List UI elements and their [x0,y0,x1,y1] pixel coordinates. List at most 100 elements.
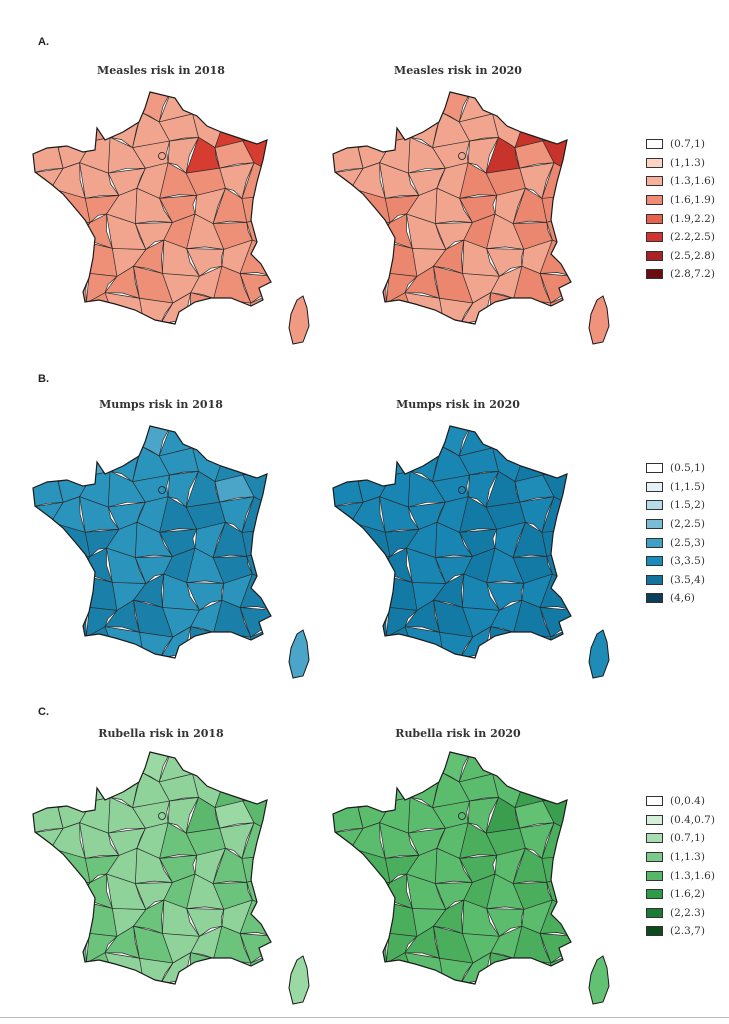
department-cell [215,752,254,783]
department-cell [333,581,361,611]
department-cell [33,626,66,658]
corsica-region [588,295,610,345]
legend-label: (2.5,2.8) [670,249,715,262]
department-cell [33,247,61,277]
department-cell [33,547,63,585]
department-cell [487,92,528,115]
department-cell [59,556,91,585]
department-cell [541,854,571,883]
department-cell [51,573,90,608]
country-outline [32,91,272,325]
department-cell [333,292,366,324]
country-outline [32,751,272,985]
department-cell [352,426,386,457]
department-cell [104,92,143,115]
legend-swatch [646,593,663,604]
department-cell [380,92,419,123]
legend-label: (1,1.5) [670,480,705,493]
legend-item: (1.6,2) [646,885,715,904]
department-cells [33,426,271,658]
map-title-measles-2020: Measles risk in 2020 [394,64,522,77]
legend-swatch [646,537,663,548]
legend-swatch [646,195,663,206]
paris-area [458,152,466,160]
department-cell [542,447,571,476]
department-cell [541,194,571,223]
department-cell [245,426,271,457]
department-cell [333,599,366,633]
department-cell [215,426,254,457]
measles-legend: (0.7,1) (1,1.3) (1.3,1.6) (1.6,1.9) (1.9,2.2… [646,135,715,284]
paris-area [458,486,466,494]
department-cell [239,273,271,304]
department-cell [404,92,443,115]
department-cell [333,626,366,658]
rubella-legend: (0,0.4) (0.4,0.7) (0.7,1) (1,1.3) (1.3,1.6) (… [646,792,715,941]
legend-item: (1,1.5) [646,478,705,497]
legend-item: (1.3,1.6) [646,866,715,885]
legend-item: (2,2.3) [646,904,715,923]
department-cell [52,111,93,149]
department-cell [33,445,59,483]
department-cell [241,528,271,557]
legend-label: (1.6,1.9) [670,194,715,207]
department-cell [242,773,271,802]
department-cell [33,907,61,937]
department-cell [33,265,66,299]
legend-label: (2,2.5) [670,518,705,531]
rubella-2018-map [32,751,310,1005]
legend-swatch [646,814,663,825]
mumps-2018-map [32,425,310,679]
department-cell [515,426,554,457]
paris-area [158,486,166,494]
legend-label: (1.3,1.6) [670,869,715,882]
department-cell [333,847,363,885]
legend-label: (1.5,2) [670,499,705,512]
department-cell [333,521,363,559]
department-cell [241,854,271,883]
map-title-mumps-2018: Mumps risk in 2018 [99,398,223,411]
department-cell [545,752,571,783]
department-cell [33,292,66,324]
department-cell [33,136,64,174]
department-cell [487,752,528,775]
department-cell [52,445,93,483]
department-cell [539,273,571,304]
department-cell [380,752,419,783]
department-cell [542,773,571,802]
legend-label: (3.5,4) [670,573,705,586]
department-cell [351,573,390,608]
map-title-rubella-2020: Rubella risk in 2020 [395,727,521,740]
panel-label-a: A. [38,36,49,48]
department-cell [54,297,87,324]
department-cell [539,933,571,964]
legend-swatch [646,556,663,567]
department-cell [333,470,364,508]
department-cell [51,239,90,274]
department-cell [33,847,63,885]
department-cell [52,752,86,783]
department-cell [33,111,59,149]
mumps-legend: (0.5,1) (1,1.5) (1.5,2) (2,2.5) (2.5,3) (3,3.… [646,459,705,608]
department-cell [333,265,366,299]
legend-item: (3.5,4) [646,571,705,590]
department-cell [333,907,361,937]
department-cell [351,239,390,274]
department-cell [33,796,64,834]
department-cell [359,556,391,585]
legend-item: (0.7,1) [646,829,715,848]
department-cell [354,957,387,984]
department-cell [333,752,366,777]
legend-label: (1.9,2.2) [670,212,715,225]
department-cell [333,92,366,117]
legend-swatch [646,232,663,243]
department-cell [33,470,64,508]
department-cell [359,222,391,251]
department-cell [333,247,361,277]
department-cell [404,752,443,775]
legend-label: (2.8,7.2) [670,268,715,281]
department-cell [354,631,387,658]
department-cell [33,92,66,117]
department-cell [333,952,366,984]
department-cells [333,752,571,984]
